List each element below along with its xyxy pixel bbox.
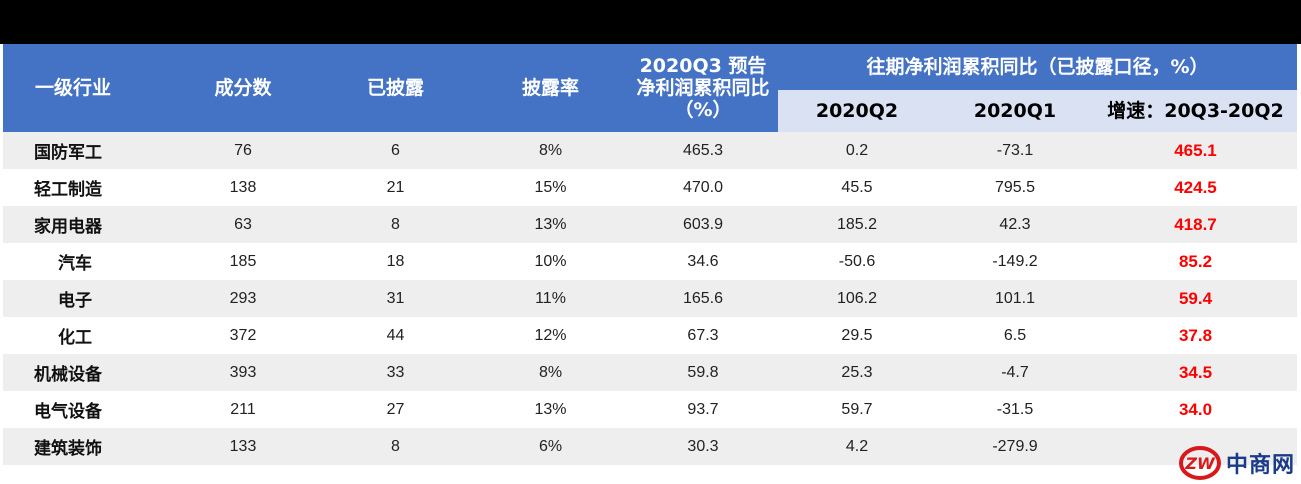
cell-disclosed: 31 — [318, 280, 473, 317]
cell-q2: 59.7 — [841, 400, 873, 418]
cell-q2: -50.6 — [838, 252, 876, 270]
cell-q3: 165.6 — [628, 280, 778, 317]
cell-constituents: 211 — [230, 400, 256, 418]
cell-q2: 29.5 — [841, 326, 873, 344]
cell-constituents: 185 — [229, 252, 257, 270]
cell-growth: 34.5 — [1094, 354, 1297, 391]
cell-growth: 418.7 — [1094, 206, 1297, 243]
cell-q2: 4.2 — [778, 428, 936, 465]
cell-q3: 465.3 — [628, 132, 778, 169]
cell-rate: 10% — [534, 252, 567, 270]
table-row: 汽车 185 18 10% 34.6 -50.6 -149.2 85.2 — [3, 243, 1297, 280]
cell-rate: 8% — [473, 132, 628, 169]
table-row: 家用电器 63 8 13% 603.9 185.2 42.3 418.7 — [3, 206, 1297, 243]
cell-q1: 795.5 — [994, 178, 1036, 196]
table-row: 化工 372 44 12% 67.3 29.5 6.5 37.8 — [3, 317, 1297, 354]
cell-growth: 424.5 — [1174, 177, 1217, 197]
cell-q3: 93.7 — [687, 400, 719, 418]
cell-disclosed: 8 — [318, 206, 473, 243]
table-row: 机械设备 393 33 8% 59.8 25.3 -4.7 34.5 — [3, 354, 1297, 391]
cell-industry: 汽车 — [58, 254, 92, 274]
cell-q2: 185.2 — [778, 206, 936, 243]
cell-disclosed: 27 — [386, 400, 405, 418]
cell-q3: 59.8 — [628, 354, 778, 391]
cell-q3: 34.6 — [687, 252, 719, 270]
header-q2: 2020Q2 — [778, 90, 936, 132]
cell-growth: 85.2 — [1178, 251, 1213, 271]
cell-industry: 化工 — [58, 328, 92, 348]
cell-disclosed: 18 — [386, 252, 405, 270]
header-growth: 增速：20Q3-20Q2 — [1094, 90, 1297, 132]
cell-growth: 34.0 — [1178, 399, 1213, 419]
cell-disclosed: 6 — [318, 132, 473, 169]
cell-q2: 45.5 — [841, 178, 873, 196]
cell-rate: 6% — [473, 428, 628, 465]
cell-q3: 470.0 — [682, 178, 724, 196]
cell-industry: 电子 — [3, 280, 168, 317]
cell-constituents: 372 — [229, 326, 257, 344]
cell-constituents: 138 — [229, 178, 257, 196]
cell-industry: 家用电器 — [3, 206, 168, 243]
watermark-text: 中商网 — [1225, 453, 1295, 478]
header-constituents: 成分数 — [168, 44, 318, 132]
cell-q1: 6.5 — [1003, 326, 1027, 344]
cell-disclosed: 8 — [318, 428, 473, 465]
cell-q2: 25.3 — [778, 354, 936, 391]
cell-q2: 106.2 — [778, 280, 936, 317]
cell-industry: 建筑装饰 — [3, 428, 168, 465]
cell-q2: 0.2 — [778, 132, 936, 169]
cell-growth: 465.1 — [1094, 132, 1297, 169]
industry-earnings-table: 一级行业 成分数 已披露 披露率 2020Q3 预告净利润累积同比（%） 往期净… — [3, 44, 1297, 465]
cell-q1: 101.1 — [936, 280, 1094, 317]
header-industry: 一级行业 — [3, 44, 168, 132]
cell-industry: 机械设备 — [3, 354, 168, 391]
cell-q1: -31.5 — [996, 400, 1034, 418]
header-q1: 2020Q1 — [936, 90, 1094, 132]
cell-rate: 15% — [534, 178, 567, 196]
header-q3-forecast: 2020Q3 预告净利润累积同比（%） — [628, 44, 778, 132]
cell-disclosed: 44 — [386, 326, 405, 344]
cell-constituents: 76 — [168, 132, 318, 169]
cell-growth: 59.4 — [1094, 280, 1297, 317]
header-past-group: 往期净利润累积同比（已披露口径，%） — [778, 44, 1297, 90]
table-row: 轻工制造 138 21 15% 470.0 45.5 795.5 424.5 — [3, 169, 1297, 206]
table-row: 电气设备 211 27 13% 93.7 59.7 -31.5 34.0 — [3, 391, 1297, 428]
cell-constituents: 133 — [168, 428, 318, 465]
zw-logo-icon: ZW — [1178, 446, 1221, 480]
cell-rate: 12% — [534, 326, 567, 344]
cell-q1: -4.7 — [936, 354, 1094, 391]
cell-industry: 轻工制造 — [34, 180, 102, 200]
cell-disclosed: 33 — [318, 354, 473, 391]
cell-rate: 13% — [534, 400, 567, 418]
cell-growth: 37.8 — [1178, 325, 1213, 345]
header-disclosure-rate: 披露率 — [473, 44, 628, 132]
header-disclosed: 已披露 — [318, 44, 473, 132]
table-row: 国防军工 76 6 8% 465.3 0.2 -73.1 465.1 — [3, 132, 1297, 169]
data-table-panel: 一级行业 成分数 已披露 披露率 2020Q3 预告净利润累积同比（%） 往期净… — [0, 44, 1301, 484]
cell-rate: 13% — [473, 206, 628, 243]
logo-letters: ZW — [1184, 454, 1216, 473]
table-body: 国防军工 76 6 8% 465.3 0.2 -73.1 465.1 轻工制造 … — [3, 132, 1297, 465]
table-row: 电子 293 31 11% 165.6 106.2 101.1 59.4 — [3, 280, 1297, 317]
cell-industry: 国防军工 — [3, 132, 168, 169]
table-row: 建筑装饰 133 8 6% 30.3 4.2 -279.9 — [3, 428, 1297, 465]
cell-industry: 电气设备 — [34, 402, 102, 422]
cell-rate: 8% — [473, 354, 628, 391]
cell-constituents: 393 — [168, 354, 318, 391]
cell-constituents: 63 — [168, 206, 318, 243]
cell-q1: -279.9 — [936, 428, 1094, 465]
cell-q1: -149.2 — [992, 252, 1038, 270]
cell-constituents: 293 — [168, 280, 318, 317]
cell-q1: 42.3 — [936, 206, 1094, 243]
table-header: 一级行业 成分数 已披露 披露率 2020Q3 预告净利润累积同比（%） 往期净… — [3, 44, 1297, 132]
cell-rate: 11% — [473, 280, 628, 317]
cell-q3: 67.3 — [687, 326, 719, 344]
cell-disclosed: 21 — [386, 178, 405, 196]
cell-q1: -73.1 — [936, 132, 1094, 169]
cell-q3: 603.9 — [628, 206, 778, 243]
cell-q3: 30.3 — [628, 428, 778, 465]
watermark: ZW 中商网 — [1178, 444, 1295, 482]
